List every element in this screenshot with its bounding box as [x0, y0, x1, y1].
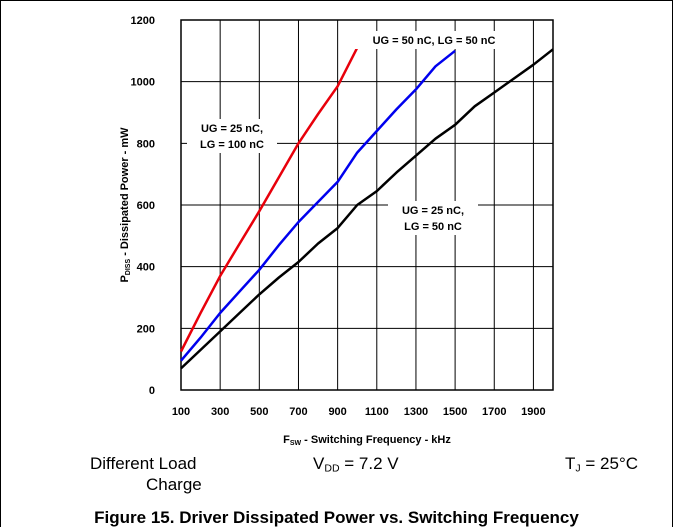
x-tick-labels: 100 300 500 700 900 1100 1300 1500 1700 1900 [172, 406, 546, 418]
annotation-label: LG = 100 nC [200, 139, 264, 151]
load-condition-line1: Different Load [90, 454, 197, 473]
annotations: UG = 50 nC, LG = 50 nC UG = 25 nC, LG = 10… [187, 31, 513, 235]
y-tick-label: 1200 [131, 15, 155, 27]
y-tick-label: 400 [137, 262, 155, 274]
figure-caption: Figure 15. Driver Dissipated Power vs. S… [94, 508, 579, 527]
x-tick-label: 900 [328, 406, 346, 418]
x-tick-label: 1700 [482, 406, 506, 418]
x-tick-label: 500 [250, 406, 268, 418]
x-tick-label: 300 [211, 406, 229, 418]
y-tick-label: 800 [137, 138, 155, 150]
annotation-bg [355, 31, 513, 49]
annotation-bg [187, 119, 277, 153]
y-tick-label: 600 [137, 200, 155, 212]
series-line-2 [180, 49, 456, 362]
annotation-bg [388, 201, 478, 235]
annotation-label: UG = 50 nC, LG = 50 nC [373, 35, 496, 47]
series-group [179, 47, 554, 370]
x-tick-label: 1100 [365, 406, 389, 418]
tj-condition: TJ = 25°C [565, 454, 639, 475]
frame-left-border [0, 0, 1, 527]
y-tick-label: 0 [149, 385, 155, 397]
x-axis-title: FSW - Switching Frequency - kHz [283, 434, 451, 447]
y-tick-labels: 0 200 400 600 800 1000 1200 [131, 15, 155, 397]
annotation-label: UG = 25 nC, [201, 123, 263, 135]
x-tick-label: 1500 [443, 406, 467, 418]
y-axis-title: PDISS - Dissipated Power - mW [119, 127, 132, 283]
annotation-label: LG = 50 nC [404, 221, 462, 233]
vdd-condition: VDD = 7.2 V [313, 454, 399, 475]
x-tick-label: 700 [289, 406, 307, 418]
series-line-1 [179, 47, 359, 353]
annotation-label: UG = 25 nC, [402, 205, 464, 217]
frame-top-border [0, 0, 673, 1]
y-tick-label: 1000 [131, 77, 155, 89]
x-tick-label: 100 [172, 406, 190, 418]
load-condition-line2: Charge [146, 475, 202, 494]
x-tick-label: 1300 [404, 406, 428, 418]
y-tick-label: 200 [137, 323, 155, 335]
x-tick-label: 1900 [521, 406, 545, 418]
series-line-3 [180, 48, 554, 370]
